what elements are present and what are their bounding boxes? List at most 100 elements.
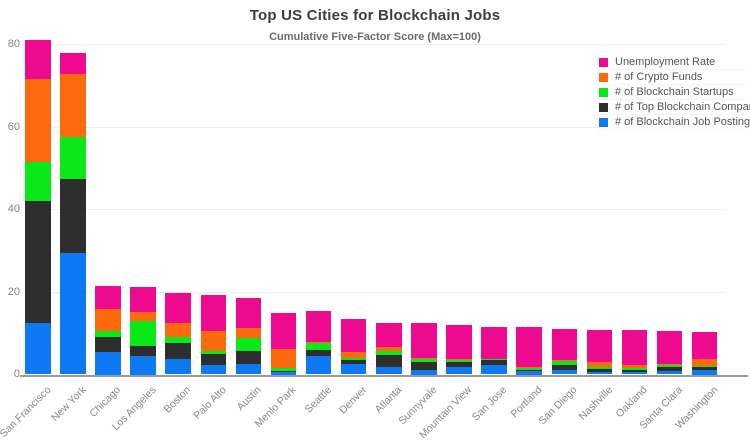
legend-item[interactable]: # of Crypto Funds	[597, 70, 745, 85]
bar-segment[interactable]	[306, 343, 332, 350]
bar-segment[interactable]	[622, 370, 648, 372]
bar-segment[interactable]	[130, 312, 156, 321]
bar-segment[interactable]	[446, 367, 472, 375]
legend-item[interactable]: Unemployment Rate	[597, 55, 745, 70]
bar-segment[interactable]	[481, 360, 507, 366]
bar-segment[interactable]	[236, 328, 262, 337]
bar-segment[interactable]	[411, 359, 437, 362]
bar-segment[interactable]	[130, 321, 156, 346]
bar-segment[interactable]	[341, 364, 367, 375]
bar-segment[interactable]	[271, 313, 297, 348]
bar-segment[interactable]	[60, 137, 86, 178]
bar-segment[interactable]	[376, 367, 402, 375]
bar-segment[interactable]	[446, 360, 472, 362]
bar-segment[interactable]	[25, 40, 51, 78]
bar-segment[interactable]	[165, 323, 191, 337]
bar-segment[interactable]	[376, 351, 402, 355]
bar-segment[interactable]	[236, 351, 262, 364]
bar-segment[interactable]	[587, 372, 613, 375]
bar-segment[interactable]	[60, 53, 86, 74]
bar-segment[interactable]	[130, 346, 156, 356]
bar-segment[interactable]	[692, 332, 718, 359]
bar-segment[interactable]	[552, 365, 578, 370]
bar-segment[interactable]	[341, 352, 367, 358]
bar-segment[interactable]	[481, 359, 507, 360]
bar-segment[interactable]	[622, 330, 648, 364]
bar-segment[interactable]	[25, 79, 51, 162]
bar-segment[interactable]	[271, 368, 297, 371]
bar-segment[interactable]	[165, 293, 191, 323]
bar-segment[interactable]	[411, 362, 437, 370]
bar-segment[interactable]	[271, 349, 297, 368]
bar-segment[interactable]	[376, 355, 402, 367]
legend-item[interactable]: # of Blockchain Startups	[597, 85, 745, 100]
bar-segment[interactable]	[622, 368, 648, 370]
legend-item[interactable]: # of Blockchain Job Postings	[597, 115, 745, 130]
bar-segment[interactable]	[552, 361, 578, 365]
bar-segment[interactable]	[165, 343, 191, 359]
bar-segment[interactable]	[271, 371, 297, 372]
bar-segment[interactable]	[411, 358, 437, 359]
bar-segment[interactable]	[552, 370, 578, 375]
bar-segment[interactable]	[306, 350, 332, 357]
bar-segment[interactable]	[516, 370, 542, 374]
bar-segment[interactable]	[587, 330, 613, 362]
bar-segment[interactable]	[692, 359, 718, 366]
bar-segment[interactable]	[587, 369, 613, 372]
bar-segment[interactable]	[657, 331, 683, 364]
bar-segment[interactable]	[587, 367, 613, 369]
bar-segment[interactable]	[306, 356, 332, 374]
bar-segment[interactable]	[552, 329, 578, 361]
bar-segment[interactable]	[657, 367, 683, 371]
bar-segment[interactable]	[60, 253, 86, 374]
bar-segment[interactable]	[201, 354, 227, 365]
bar-segment[interactable]	[376, 347, 402, 351]
bar-segment[interactable]	[622, 372, 648, 375]
bar-segment[interactable]	[95, 337, 121, 352]
bar-segment[interactable]	[95, 286, 121, 309]
bar-segment[interactable]	[130, 287, 156, 312]
bar-segment[interactable]	[165, 337, 191, 344]
bar-segment[interactable]	[376, 323, 402, 347]
bar-segment[interactable]	[446, 362, 472, 367]
bar-segment[interactable]	[516, 368, 542, 370]
bar-segment[interactable]	[25, 201, 51, 322]
bar-segment[interactable]	[95, 331, 121, 337]
bar-segment[interactable]	[446, 325, 472, 359]
bar-segment[interactable]	[657, 371, 683, 374]
bar-segment[interactable]	[95, 352, 121, 375]
bar-segment[interactable]	[411, 370, 437, 374]
bar-segment[interactable]	[201, 331, 227, 351]
bar-segment[interactable]	[446, 359, 472, 360]
bar-segment[interactable]	[271, 372, 297, 374]
bar-segment[interactable]	[236, 338, 262, 351]
bar-segment[interactable]	[481, 327, 507, 359]
bar-segment[interactable]	[341, 358, 367, 360]
bar-segment[interactable]	[201, 365, 227, 374]
bar-segment[interactable]	[130, 356, 156, 375]
bar-segment[interactable]	[552, 360, 578, 361]
bar-segment[interactable]	[25, 162, 51, 202]
bar-segment[interactable]	[165, 359, 191, 375]
bar-segment[interactable]	[587, 362, 613, 367]
bar-segment[interactable]	[60, 74, 86, 137]
bar-segment[interactable]	[411, 323, 437, 358]
bar-segment[interactable]	[95, 309, 121, 332]
bar-segment[interactable]	[201, 295, 227, 331]
bar-segment[interactable]	[692, 367, 718, 371]
bar-segment[interactable]	[60, 179, 86, 254]
bar-segment[interactable]	[201, 351, 227, 353]
bar-segment[interactable]	[236, 364, 262, 375]
bar-segment[interactable]	[341, 319, 367, 352]
bar-segment[interactable]	[481, 365, 507, 374]
bar-segment[interactable]	[306, 342, 332, 344]
bar-segment[interactable]	[341, 360, 367, 363]
bar-segment[interactable]	[306, 311, 332, 342]
bar-segment[interactable]	[622, 365, 648, 368]
legend-item[interactable]: # of Top Blockchain Companies	[597, 100, 745, 115]
bar-segment[interactable]	[25, 323, 51, 375]
bar-segment[interactable]	[516, 327, 542, 368]
bar-segment[interactable]	[692, 370, 718, 374]
bar-segment[interactable]	[657, 365, 683, 367]
bar-segment[interactable]	[236, 298, 262, 329]
